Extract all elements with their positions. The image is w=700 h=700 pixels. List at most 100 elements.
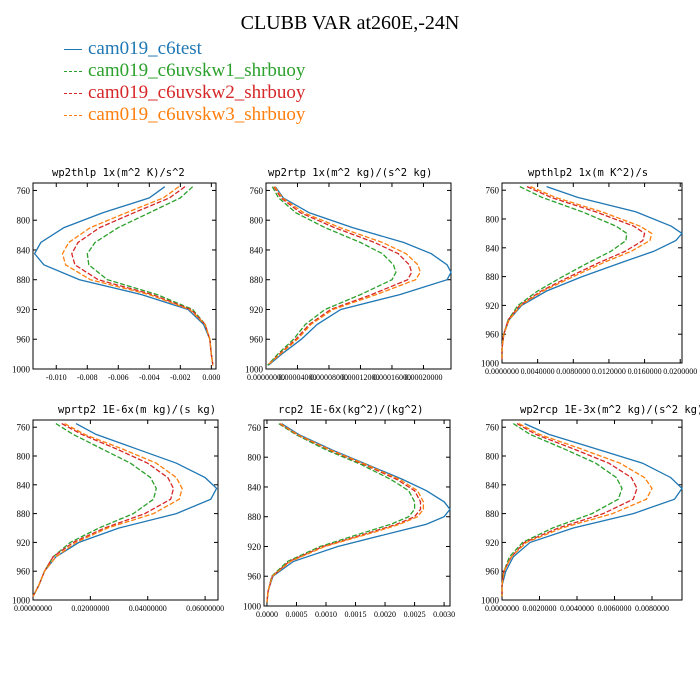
x-tick-label: 0.0025 xyxy=(404,610,426,619)
series-line-3 xyxy=(501,423,653,597)
series-line-2 xyxy=(501,423,638,597)
legend-label: cam019_c6uvskw2_shrbuoy xyxy=(88,82,306,103)
y-tick-label: 760 xyxy=(250,186,264,196)
series-line-1 xyxy=(266,423,416,603)
y-tick-label: 800 xyxy=(486,215,500,225)
series-line-3 xyxy=(32,423,183,597)
y-tick-label: 760 xyxy=(486,423,500,433)
x-tick-label: 0.00020000 xyxy=(404,373,442,382)
y-tick-label: 920 xyxy=(486,301,500,311)
x-tick-label: 0.0200000 xyxy=(663,367,697,376)
y-tick-label: 840 xyxy=(486,480,500,490)
plot-frame xyxy=(265,182,452,370)
x-tick-label: 0.0020000 xyxy=(523,604,557,613)
x-tick-label: 0.06000000 xyxy=(186,604,224,613)
panel-title: rcp2 1E-6x(kg^2)/(kg^2) xyxy=(278,404,424,416)
series-line-0 xyxy=(501,423,683,597)
x-tick-label: -0.006 xyxy=(108,373,129,382)
x-tick-label: 0.0005 xyxy=(285,610,307,619)
y-tick-label: 800 xyxy=(486,452,500,462)
series-line-2 xyxy=(267,186,413,366)
x-tick-label: 0.00004000 xyxy=(278,373,316,382)
x-tick-label: 0.0015 xyxy=(345,610,367,619)
y-tick-label: 960 xyxy=(250,335,264,345)
y-tick-label: 800 xyxy=(250,216,264,226)
series-line-2 xyxy=(32,423,175,597)
x-tick-label: 0.04000000 xyxy=(129,604,167,613)
plot-frame xyxy=(501,182,683,364)
x-tick-label: 0.00012000 xyxy=(341,373,379,382)
legend-label: cam019_c6test xyxy=(88,38,202,59)
y-tick-label: 840 xyxy=(248,482,262,492)
y-tick-label: 880 xyxy=(17,509,31,519)
series-line-1 xyxy=(267,186,397,366)
y-tick-label: 1000 xyxy=(481,359,500,369)
x-tick-label: -0.002 xyxy=(170,373,191,382)
x-tick-label: 0.00008000 xyxy=(310,373,348,382)
legend-item: cam019_c6test xyxy=(64,38,305,60)
legend-item: cam019_c6uvskw2_shrbuoy xyxy=(64,82,305,104)
y-tick-label: 960 xyxy=(17,335,31,345)
x-tick-label: 0.0000000 xyxy=(485,367,519,376)
y-tick-label: 840 xyxy=(486,243,500,253)
y-tick-label: 1000 xyxy=(243,602,262,612)
y-tick-label: 880 xyxy=(248,512,262,522)
y-tick-label: 1000 xyxy=(481,596,500,606)
x-tick-label: 0.02000000 xyxy=(71,604,109,613)
plot-frame xyxy=(32,419,219,601)
legend-swatch xyxy=(64,93,82,95)
y-tick-label: 840 xyxy=(250,245,264,255)
series-line-3 xyxy=(61,186,214,366)
series-line-3 xyxy=(267,186,422,366)
series-line-3 xyxy=(501,186,653,360)
x-tick-label: -0.008 xyxy=(77,373,98,382)
y-tick-label: 840 xyxy=(17,245,31,255)
x-tick-label: 0.0060000 xyxy=(598,604,632,613)
x-tick-label: 0.0000000 xyxy=(485,604,519,613)
y-tick-label: 880 xyxy=(486,272,500,282)
x-tick-label: 0.0010 xyxy=(315,610,337,619)
series-line-3 xyxy=(266,423,425,603)
y-tick-label: 800 xyxy=(17,452,31,462)
x-tick-label: 0.0080000 xyxy=(635,604,669,613)
legend-swatch xyxy=(64,49,82,51)
series-line-1 xyxy=(501,423,623,597)
y-tick-label: 840 xyxy=(17,480,31,490)
x-tick-label: 0.0000 xyxy=(256,610,278,619)
plot-frame xyxy=(32,182,217,370)
panel-title: wpthlp2 1x(m K^2)/s xyxy=(528,167,649,179)
series-line-0 xyxy=(267,186,452,366)
y-tick-label: 880 xyxy=(17,275,31,285)
y-tick-label: 1000 xyxy=(245,365,264,375)
y-tick-label: 920 xyxy=(486,538,500,548)
y-tick-label: 880 xyxy=(250,275,264,285)
page-title: CLUBB VAR at260E,-24N xyxy=(240,12,460,34)
x-tick-label: 0.000 xyxy=(202,373,220,382)
y-tick-label: 1000 xyxy=(12,365,31,375)
y-tick-label: 800 xyxy=(248,453,262,463)
y-tick-label: 1000 xyxy=(12,596,31,606)
legend-item: cam019_c6uvskw3_shrbuoy xyxy=(64,104,305,126)
panel-title: wp2thlp 1x(m^2 K)/s^2 xyxy=(52,167,185,179)
x-tick-label: 0.0160000 xyxy=(628,367,662,376)
panel-title: wp2rcp 1E-3x(m^2 kg)/(s^2 kg) xyxy=(520,404,700,416)
plot-frame xyxy=(263,419,451,607)
y-tick-label: 960 xyxy=(248,572,262,582)
x-tick-label: 0.0040000 xyxy=(560,604,594,613)
x-tick-label: -0.010 xyxy=(46,373,67,382)
y-tick-label: 960 xyxy=(486,330,500,340)
y-tick-label: 760 xyxy=(248,423,262,433)
x-tick-label: 0.0080000 xyxy=(556,367,590,376)
x-tick-label: 0.00000000 xyxy=(247,373,285,382)
x-tick-label: 0.0030 xyxy=(433,610,455,619)
legend-item: cam019_c6uvskw1_shrbuoy xyxy=(64,60,305,82)
y-tick-label: 760 xyxy=(17,186,31,196)
y-tick-label: 880 xyxy=(486,509,500,519)
plot-frame xyxy=(501,419,683,601)
y-tick-label: 760 xyxy=(486,186,500,196)
